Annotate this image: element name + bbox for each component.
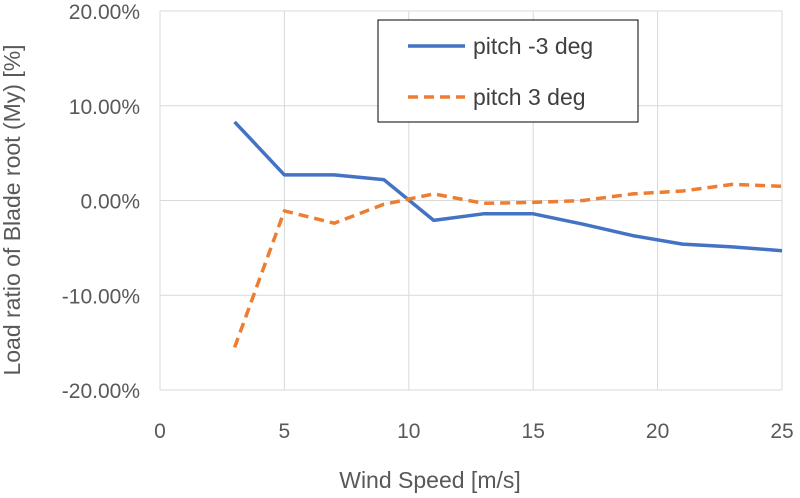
legend: pitch -3 deg pitch 3 deg: [377, 19, 639, 123]
x-tick-label: 20: [646, 420, 669, 443]
y-tick-labels: -20.00% -10.00% 0.00% 10.00% 20.00%: [62, 1, 140, 403]
x-axis-title: Wind Speed [m/s]: [339, 467, 521, 493]
x-tick-label: 25: [770, 420, 793, 443]
x-tick-label: 0: [154, 420, 166, 443]
legend-label-pitch-minus-3: pitch -3 deg: [473, 33, 593, 59]
y-tick-label: 20.00%: [69, 1, 140, 24]
y-tick-label: 0.00%: [80, 191, 140, 214]
y-tick-label: -20.00%: [62, 380, 140, 403]
series-line-0: [233, 120, 783, 253]
x-tick-label: 15: [522, 420, 545, 443]
y-tick-label: -10.00%: [62, 285, 140, 308]
legend-box: [377, 19, 639, 123]
series-line-1: [232, 182, 783, 348]
x-tick-label: 5: [279, 420, 291, 443]
x-tick-labels: 0 5 10 15 20 25: [154, 420, 794, 443]
x-tick-label: 10: [397, 420, 420, 443]
legend-label-pitch-3: pitch 3 deg: [473, 84, 586, 110]
y-axis-title: Load ratio of Blade root (My) [%]: [0, 44, 25, 375]
y-tick-label: 10.00%: [69, 96, 140, 119]
series-lines: [232, 120, 783, 348]
